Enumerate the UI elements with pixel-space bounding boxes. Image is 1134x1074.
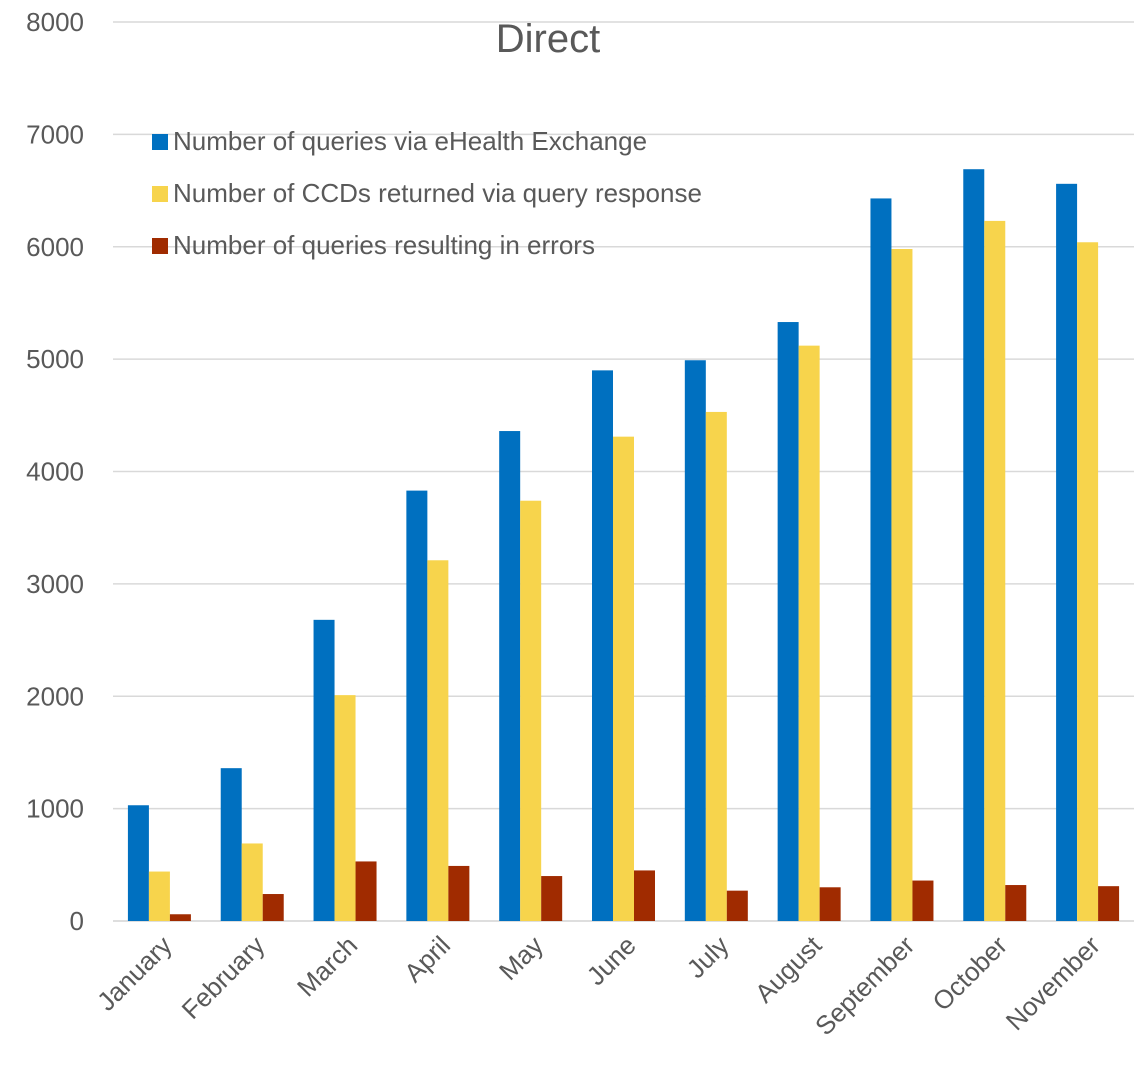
- x-category-label: May: [493, 930, 549, 986]
- bar: [334, 695, 356, 921]
- bar: [355, 861, 377, 921]
- chart-title: Direct: [496, 17, 600, 61]
- legend: Number of queries via eHealth Exchange Nu…: [152, 126, 702, 260]
- bar: [684, 360, 706, 921]
- x-category-label: June: [581, 930, 642, 991]
- bar: [1098, 886, 1120, 921]
- x-category-label: April: [398, 930, 456, 988]
- legend-label: Number of CCDs returned via query respon…: [173, 178, 702, 208]
- bar: [963, 169, 985, 921]
- bar: [427, 560, 449, 921]
- bar: [613, 436, 634, 921]
- bar: [726, 890, 748, 921]
- y-tick-label: 3000: [26, 569, 84, 599]
- bar: [870, 198, 892, 921]
- x-category-label: March: [291, 930, 363, 1002]
- bar: [891, 248, 913, 921]
- bar: [912, 880, 934, 921]
- bar: [499, 431, 521, 921]
- legend-swatch: [152, 186, 168, 202]
- bar: [1005, 885, 1027, 921]
- bar: [448, 865, 470, 921]
- x-category-label: August: [749, 929, 828, 1008]
- y-tick-label: 1000: [26, 794, 84, 824]
- bar: [220, 768, 242, 921]
- bar: [148, 871, 170, 921]
- x-category-label: November: [1000, 930, 1106, 1036]
- x-category-label: September: [809, 930, 920, 1041]
- bar: [798, 345, 820, 921]
- bar: [1077, 242, 1099, 921]
- x-category-label: July: [681, 930, 735, 984]
- bar: [169, 914, 191, 921]
- legend-swatch: [152, 238, 168, 254]
- x-category-label: October: [926, 930, 1013, 1017]
- bar: [819, 887, 841, 921]
- y-tick-label: 5000: [26, 344, 84, 374]
- legend-swatch: [152, 134, 168, 150]
- y-tick-label: 4000: [26, 457, 84, 487]
- legend-label: Number of queries resulting in errors: [173, 230, 595, 260]
- bar: [541, 876, 563, 921]
- bar: [520, 500, 542, 921]
- bar: [592, 370, 613, 921]
- y-tick-label: 0: [70, 906, 84, 936]
- y-tick-label: 8000: [26, 7, 84, 37]
- y-tick-label: 7000: [26, 119, 84, 149]
- bar: [984, 220, 1006, 921]
- bar: [705, 411, 727, 921]
- bar: [634, 870, 655, 921]
- bar: [262, 894, 284, 921]
- bar: [241, 843, 263, 921]
- y-axis-ticks: 0 1000 2000 3000 4000 5000 6000 7000 8000: [26, 7, 84, 936]
- x-category-label: February: [176, 930, 271, 1025]
- y-tick-label: 6000: [26, 232, 84, 262]
- y-tick-label: 2000: [26, 681, 84, 711]
- bar: [1056, 183, 1078, 921]
- legend-label: Number of queries via eHealth Exchange: [173, 126, 647, 156]
- x-category-label: January: [91, 930, 178, 1017]
- bar: [127, 805, 149, 921]
- bar: [406, 490, 428, 921]
- bar: [313, 619, 335, 921]
- bars: [127, 169, 1120, 921]
- bar: [777, 322, 799, 921]
